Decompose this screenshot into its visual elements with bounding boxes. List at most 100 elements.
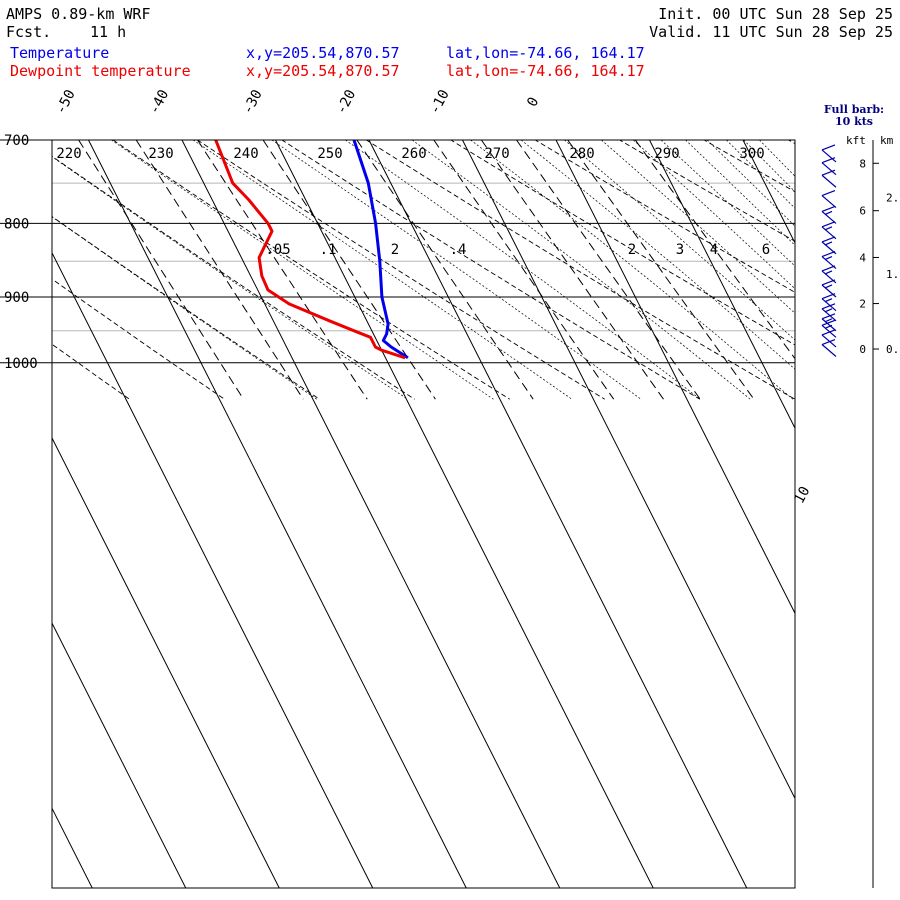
dry-adiabat-label: 260 [401, 146, 426, 162]
isotherm-line [275, 140, 654, 888]
inline-isotherm-label: 10 [791, 484, 813, 506]
pressure-label: 700 [4, 133, 29, 149]
barb-shaft [821, 284, 837, 298]
barb-half-flag [824, 308, 833, 313]
legend-dewpoint-name: Dewpoint temperature [10, 62, 191, 80]
kft-tick-label: 8 [859, 157, 866, 170]
dry-adiabat-label: 280 [569, 146, 594, 162]
moist-adiabat [633, 140, 795, 290]
moist-adiabat [759, 140, 795, 177]
barb-flag [821, 169, 836, 176]
forecast-hour: 11 h [90, 23, 127, 41]
dry-adiabat-label: 230 [148, 146, 173, 162]
barb-flag [821, 251, 836, 258]
moist-adiabat [660, 140, 795, 267]
barb-flag [821, 157, 836, 164]
isotherm-line [52, 251, 374, 888]
barb-flag [821, 221, 836, 228]
mixing-ratio-line [197, 140, 368, 400]
kft-label: kft [846, 134, 866, 147]
isotherm-line [368, 140, 748, 888]
dry-adiabat [52, 343, 130, 400]
barb-half-flag [824, 318, 833, 323]
profile-lines [214, 140, 409, 360]
barb-flag [821, 303, 836, 310]
dry-adiabat [112, 140, 510, 400]
isotherm-label: 0 [524, 95, 542, 110]
barb-shaft [821, 162, 837, 176]
mixing-ratio-label: 2 [628, 242, 636, 258]
wind-barb [821, 279, 837, 298]
barb-note-line1: Full barb: [823, 103, 885, 116]
barb-flag [821, 319, 836, 326]
wind-barb [821, 338, 837, 357]
barb-flag [821, 293, 836, 300]
pressure-label: 900 [4, 290, 29, 306]
barb-shaft [821, 318, 837, 332]
mixing-ratio-label: .05 [265, 242, 290, 258]
barb-flag [821, 338, 836, 346]
temperature-line [352, 140, 409, 360]
dry-adiabat [52, 155, 415, 400]
moist-adiabat [411, 140, 751, 400]
wind-barb [821, 157, 837, 176]
wind-barbs [821, 144, 837, 357]
pressure-label: 800 [4, 216, 29, 232]
isotherm-label: -30 [240, 87, 266, 117]
legend-temperature-xy: x,y=205.54,870.57 [246, 44, 400, 62]
isotherm-line [649, 140, 795, 430]
barb-half-flag [824, 284, 833, 289]
wind-barb [821, 329, 837, 348]
moist-adiabat [726, 140, 795, 209]
moist-adiabat [685, 140, 795, 246]
dewpoint-line [214, 140, 406, 360]
barb-note-line2: 10 kts [834, 115, 874, 128]
barb-shaft [821, 195, 837, 209]
dry-adiabat [365, 140, 795, 400]
mixing-ratio-label: 2 [391, 242, 399, 258]
mixing-ratio-line [135, 140, 304, 400]
barb-flag [821, 313, 836, 320]
wind-barb [821, 169, 837, 188]
isotherm-label: -40 [146, 87, 172, 117]
barb-shaft [821, 324, 837, 338]
kft-tick-label: 4 [859, 251, 866, 264]
barb-shaft [821, 308, 837, 322]
barb-half-flag [824, 256, 833, 261]
wind-barb [821, 303, 837, 322]
barb-shaft [821, 149, 837, 163]
dry-adiabat-label: 290 [654, 146, 679, 162]
wind-barb [821, 190, 837, 209]
mixing-ratio-label: 4 [710, 242, 718, 258]
forecast-label: Fcst. [6, 23, 52, 41]
isotherm-line [837, 140, 900, 888]
isotherm-line [52, 436, 280, 888]
legend-dewpoint-xy: x,y=205.54,870.57 [246, 62, 400, 80]
dry-adiabat [196, 140, 605, 400]
barb-flag [821, 265, 836, 272]
dry-adiabat [52, 216, 320, 400]
moist-adiabat [345, 140, 701, 400]
barb-flag [821, 329, 836, 336]
moist-adiabat [52, 156, 408, 400]
dry-adiabat [857, 131, 900, 399]
barb-half-flag [824, 210, 833, 215]
km-label: km [880, 134, 894, 147]
isotherm-label: -50 [53, 87, 79, 117]
isotherm-line [181, 140, 561, 888]
barb-shaft [821, 344, 837, 357]
dry-adiabat [618, 140, 795, 242]
wind-barb [821, 221, 837, 240]
mixing-ratio-label: 3 [676, 242, 684, 258]
barb-flag [821, 236, 836, 243]
barb-half-flag [824, 324, 833, 329]
isotherm-line [555, 140, 795, 615]
valid-time: Valid. 11 UTC Sun 28 Sep 25 [649, 23, 893, 41]
init-time: Init. 00 UTC Sun 28 Sep 25 [658, 5, 893, 23]
isotherm-line [52, 807, 93, 888]
kft-tick-label: 2 [859, 298, 866, 311]
inner-labels: 220 230 240 250 260 270 280 290 300 .05 .1 2 .4 2 3 4 6 1… [56, 146, 813, 506]
isotherm-labels: -70-60-50-40-30-20-100 [53, 87, 543, 117]
mixing-ratio-label: 6 [762, 242, 770, 258]
mixing-ratio-label: .4 [450, 242, 467, 258]
